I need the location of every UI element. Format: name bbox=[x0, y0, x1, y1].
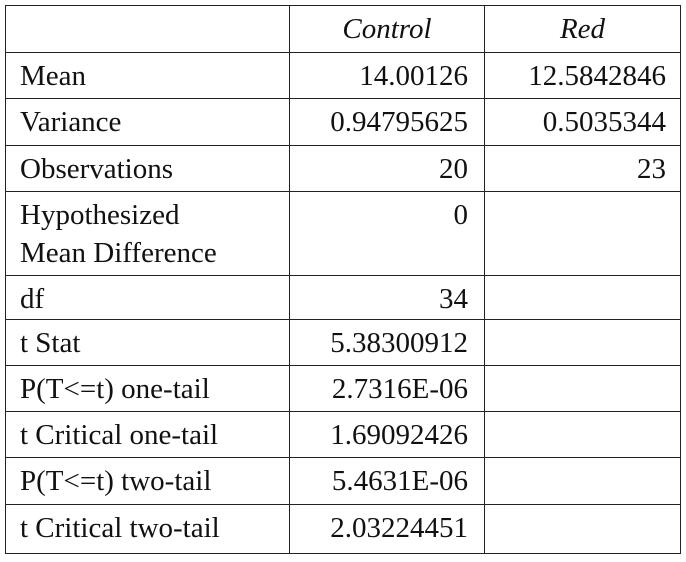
value-cell: 0.94795625 bbox=[289, 98, 485, 146]
row-label: df bbox=[5, 275, 290, 320]
value-cell bbox=[484, 411, 681, 458]
value-cell: 1.69092426 bbox=[289, 411, 485, 458]
data-row: t Critical two-tail 2.03224451 bbox=[5, 504, 681, 554]
cell-text: 2.7316E-06 bbox=[331, 373, 468, 405]
cell-text: Control bbox=[342, 13, 432, 45]
results-table: Control Red Mean 14.00126 12.5842846 Variance… bbox=[5, 5, 681, 554]
value-cell bbox=[484, 365, 681, 412]
cell-text: P(T<=t) two-tail bbox=[20, 465, 212, 497]
cell-text: 5.38300912 bbox=[330, 327, 468, 359]
data-row: df 34 bbox=[5, 275, 681, 320]
value-cell bbox=[484, 504, 681, 554]
row-label: P(T<=t) one-tail bbox=[5, 365, 290, 412]
cell-text: 20 bbox=[439, 153, 468, 185]
value-cell: 0 bbox=[289, 191, 485, 276]
row-label: t Stat bbox=[5, 319, 290, 366]
cell-text: Observations bbox=[20, 153, 174, 185]
cell-text: Hypothesized bbox=[20, 199, 180, 231]
data-row: Variance 0.94795625 0.5035344 bbox=[5, 98, 681, 146]
cell-text: 12.5842846 bbox=[528, 60, 666, 92]
cell-text: 0.5035344 bbox=[542, 106, 666, 138]
cell-text: 34 bbox=[439, 283, 468, 315]
value-cell: 5.4631E-06 bbox=[289, 457, 485, 505]
value-cell: 5.38300912 bbox=[289, 319, 485, 366]
row-label: Hypothesized Mean Difference bbox=[5, 191, 290, 276]
cell-text: 0 bbox=[453, 199, 469, 231]
value-cell: 34 bbox=[289, 275, 485, 320]
header-cell: Control bbox=[289, 5, 485, 53]
cell-text: Red bbox=[559, 13, 606, 45]
data-row: t Stat 5.38300912 bbox=[5, 319, 681, 366]
row-label: t Critical one-tail bbox=[5, 411, 290, 458]
data-row: P(T<=t) one-tail 2.7316E-06 bbox=[5, 365, 681, 412]
cell-text: 1.69092426 bbox=[330, 419, 468, 451]
row-label: P(T<=t) two-tail bbox=[5, 457, 290, 505]
value-cell bbox=[484, 191, 681, 276]
cell-text: 0.94795625 bbox=[330, 106, 468, 138]
data-row: Observations 20 23 bbox=[5, 145, 681, 192]
row-label: Mean bbox=[5, 52, 290, 99]
cell-text: 14.00126 bbox=[359, 60, 468, 92]
cell-text: 23 bbox=[637, 153, 666, 185]
cell-text: 5.4631E-06 bbox=[331, 465, 468, 497]
row-label: Observations bbox=[5, 145, 290, 192]
value-cell bbox=[484, 275, 681, 320]
header-row: Control Red bbox=[5, 5, 681, 53]
value-cell: 2.7316E-06 bbox=[289, 365, 485, 412]
cell-text: t Critical two-tail bbox=[20, 512, 220, 544]
value-cell: 12.5842846 bbox=[484, 52, 681, 99]
value-cell bbox=[484, 457, 681, 505]
cell-text: Mean bbox=[20, 60, 87, 92]
value-cell: 20 bbox=[289, 145, 485, 192]
value-cell: 2.03224451 bbox=[289, 504, 485, 554]
cell-text: t Stat bbox=[20, 327, 81, 359]
value-cell bbox=[484, 319, 681, 366]
value-cell: 14.00126 bbox=[289, 52, 485, 99]
data-row: Mean 14.00126 12.5842846 bbox=[5, 52, 681, 99]
header-cell: Red bbox=[484, 5, 681, 53]
cell-text: Variance bbox=[20, 106, 122, 138]
data-row: t Critical one-tail 1.69092426 bbox=[5, 411, 681, 458]
cell-text: P(T<=t) one-tail bbox=[20, 373, 210, 405]
data-row: Hypothesized Mean Difference 0 bbox=[5, 191, 681, 276]
cell-text: 2.03224451 bbox=[330, 512, 468, 544]
cell-text: t Critical one-tail bbox=[20, 419, 219, 451]
row-label: t Critical two-tail bbox=[5, 504, 290, 554]
data-row: P(T<=t) two-tail 5.4631E-06 bbox=[5, 457, 681, 505]
value-cell: 23 bbox=[484, 145, 681, 192]
cell-text: Mean Difference bbox=[20, 237, 217, 269]
value-cell: 0.5035344 bbox=[484, 98, 681, 146]
cell-text: df bbox=[20, 283, 45, 315]
corner-cell bbox=[5, 5, 290, 53]
row-label: Variance bbox=[5, 98, 290, 146]
